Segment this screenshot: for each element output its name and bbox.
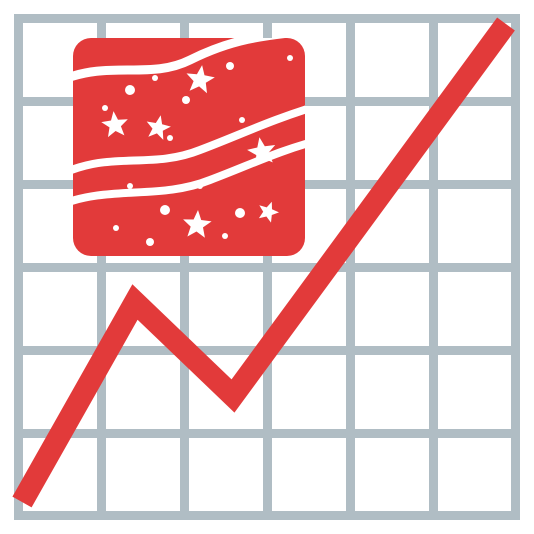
dot: [222, 233, 228, 239]
dot: [287, 55, 293, 61]
star-icon: [101, 111, 128, 138]
badge-stripe-1: [73, 38, 305, 85]
dot: [127, 183, 133, 189]
badge-stripe-3: [73, 136, 305, 209]
dot: [152, 75, 158, 81]
dot: [113, 225, 119, 231]
star-icon: [258, 201, 279, 223]
dot: [197, 183, 203, 189]
stars-and-stripes-badge-icon: [73, 38, 305, 256]
trend-line-icon: [12, 17, 515, 508]
star-icon: [183, 210, 212, 238]
dot: [125, 85, 135, 95]
dot: [160, 205, 170, 215]
badge-stripe-2: [73, 101, 305, 179]
dot: [182, 96, 190, 104]
dot: [146, 238, 154, 246]
dot: [226, 62, 234, 70]
badge-stars: [101, 65, 279, 238]
badge-dots: [102, 55, 293, 246]
dot: [235, 208, 245, 218]
dot: [167, 135, 173, 141]
star-icon: [146, 115, 171, 140]
dot: [102, 105, 108, 111]
star-icon: [186, 65, 215, 94]
star-icon: [247, 137, 276, 166]
dot: [239, 117, 245, 123]
